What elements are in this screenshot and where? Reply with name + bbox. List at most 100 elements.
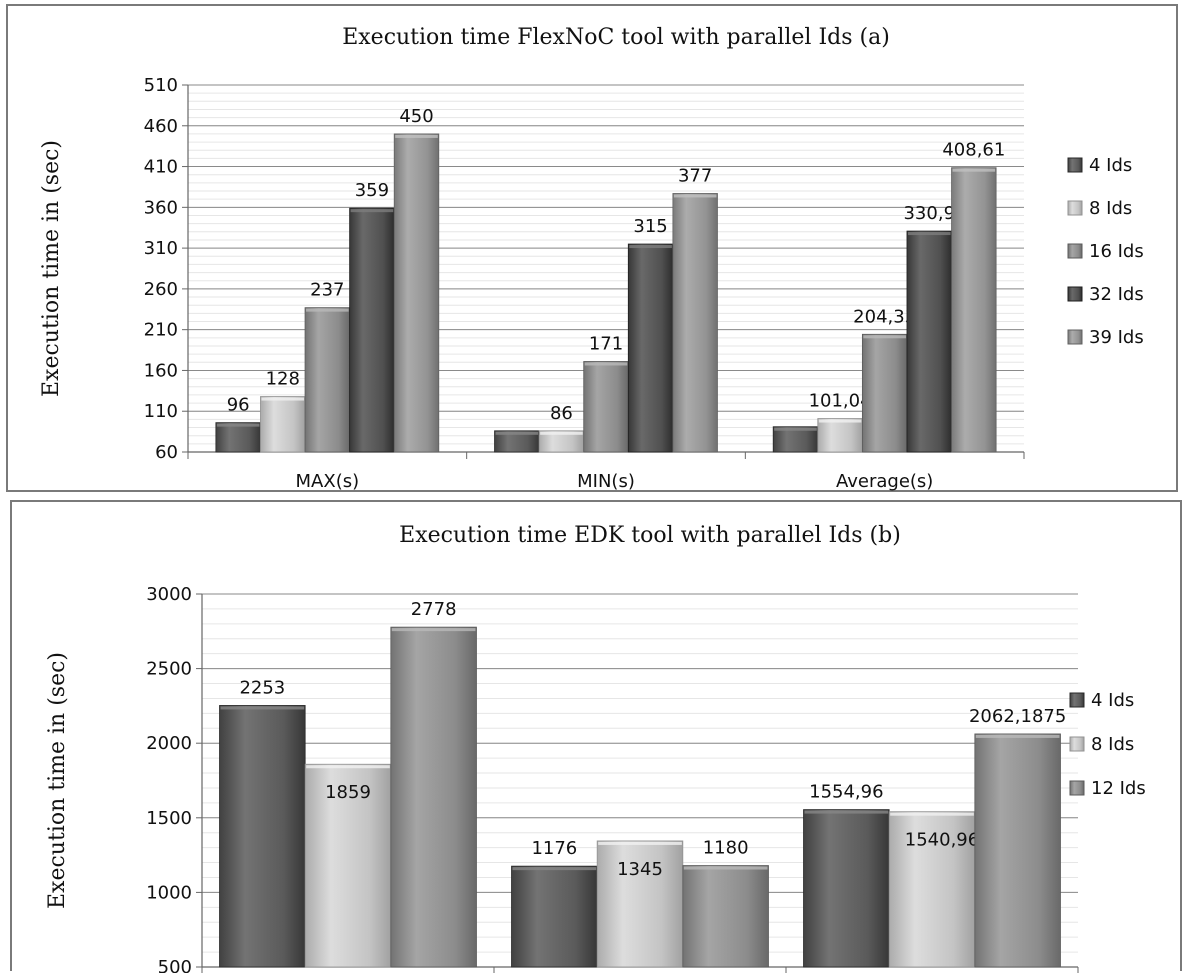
bar-top-bevel (495, 431, 539, 435)
y-tick-label: 160 (144, 360, 178, 381)
legend-label: 8 Ids (1089, 198, 1132, 219)
bar (596, 840, 684, 968)
legend-swatch (1069, 736, 1085, 752)
data-label: 171 (589, 333, 623, 354)
bar (260, 396, 306, 453)
data-label: 1859 (325, 782, 371, 803)
bar-top-bevel (216, 423, 260, 427)
data-label: 128 (266, 369, 300, 390)
y-tick-label: 460 (144, 116, 178, 137)
legend-label: 4 Ids (1091, 690, 1134, 711)
bar-top-bevel (584, 362, 628, 366)
data-label: 1180 (703, 838, 749, 859)
legend-label: 12 Ids (1091, 778, 1146, 799)
bar-top-bevel (975, 734, 1060, 738)
bar-top-bevel (890, 812, 974, 816)
chart-title: Execution time EDK tool with parallel Id… (399, 523, 901, 548)
data-label: 2253 (239, 677, 285, 698)
category-label: MIN(s) (577, 471, 635, 492)
bar (304, 307, 351, 453)
y-tick-label: 60 (155, 442, 178, 463)
bar-top-bevel (391, 628, 476, 632)
legend-label: 4 Ids (1089, 155, 1132, 176)
bar-top-bevel (220, 706, 305, 710)
legend-swatch (1067, 200, 1083, 216)
bar-top-bevel (306, 765, 390, 769)
y-tick-label: 360 (144, 197, 178, 218)
bar (390, 626, 477, 968)
chart-panel-b: Execution time EDK tool with parallel Id… (10, 500, 1182, 973)
data-label: 408,61 (942, 140, 1005, 161)
bar-top-bevel (804, 810, 889, 814)
data-label: 1176 (531, 838, 577, 859)
chart-b: Execution time EDK tool with parallel Id… (45, 523, 1146, 973)
legend-swatch (1069, 692, 1085, 708)
legend-swatch (1067, 329, 1083, 345)
y-tick-label: 3000 (146, 584, 192, 605)
y-tick-label: 260 (144, 279, 178, 300)
bar (861, 333, 908, 453)
data-label: 359 (355, 180, 389, 201)
chart-panel-a: Execution time FlexNoC tool with paralle… (6, 4, 1178, 492)
bar (974, 733, 1061, 968)
bar (951, 167, 997, 453)
bar-top-bevel (863, 335, 906, 339)
bar (627, 243, 674, 453)
data-label: 96 (227, 395, 250, 416)
y-tick-label: 1000 (146, 882, 192, 903)
bar-top-bevel (683, 866, 768, 870)
data-label: 101,04 (809, 391, 872, 412)
bar (817, 418, 863, 453)
legend-label: 16 Ids (1089, 241, 1144, 262)
legend-label: 39 Ids (1089, 327, 1144, 348)
data-label: 377 (678, 165, 712, 186)
bar-top-bevel (395, 134, 438, 138)
bar (304, 763, 392, 968)
data-label: 315 (633, 216, 667, 237)
y-tick-label: 110 (144, 401, 178, 422)
bar-top-bevel (512, 867, 597, 871)
data-label: 450 (399, 106, 433, 127)
bar (511, 865, 598, 968)
bar (772, 426, 819, 453)
data-label: 330,9 (903, 203, 955, 224)
y-tick-label: 2500 (146, 659, 192, 680)
data-label: 86 (550, 403, 573, 424)
bar (682, 865, 769, 968)
y-tick-label: 500 (158, 957, 192, 973)
data-label: 1345 (617, 859, 663, 880)
bar (803, 809, 890, 968)
bar-top-bevel (306, 308, 349, 312)
y-axis-label: Execution time in (sec) (45, 652, 70, 909)
y-tick-label: 1500 (146, 808, 192, 829)
bar-top-bevel (350, 209, 394, 213)
y-axis-label: Execution time in (sec) (39, 140, 64, 397)
bar-top-bevel (540, 431, 583, 435)
category-label: Average(s) (836, 471, 933, 492)
bar-top-bevel (261, 397, 305, 401)
bar (583, 361, 629, 453)
data-label: 1540,96 (905, 830, 979, 851)
chart-a: Execution time FlexNoC tool with paralle… (39, 25, 1144, 492)
legend-swatch (1067, 243, 1083, 259)
bar-top-bevel (598, 841, 682, 845)
bar (672, 193, 718, 453)
bar (215, 422, 261, 453)
y-tick-label: 410 (144, 157, 178, 178)
legend-label: 32 Ids (1089, 284, 1144, 305)
bar-top-bevel (673, 194, 717, 198)
bar (906, 230, 952, 453)
legend-swatch (1067, 157, 1083, 173)
bar (219, 705, 306, 968)
category-label: MAX(s) (296, 471, 360, 492)
chart-title: Execution time FlexNoC tool with paralle… (342, 25, 890, 50)
legend-swatch (1067, 286, 1083, 302)
bar-top-bevel (907, 232, 951, 236)
y-tick-label: 210 (144, 320, 178, 341)
bar-top-bevel (952, 168, 996, 172)
bar-top-bevel (818, 419, 862, 423)
data-label: 2062,1875 (969, 706, 1066, 727)
y-tick-label: 310 (144, 238, 178, 259)
bar-top-bevel (629, 245, 672, 249)
bar (349, 207, 395, 453)
